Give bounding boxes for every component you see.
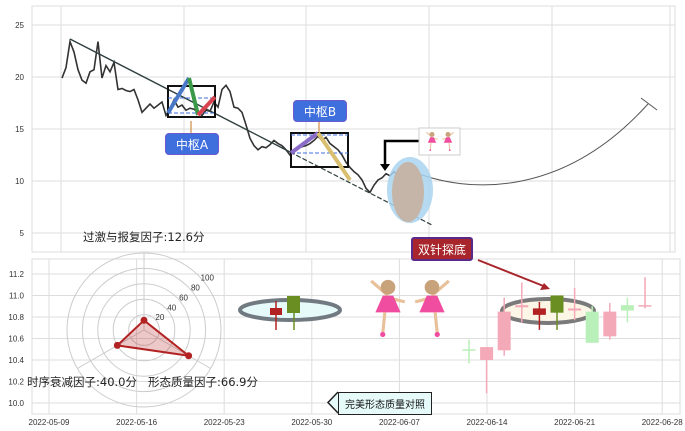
radar-ring-label: 40 (167, 303, 176, 312)
reference-candle-red-body (270, 308, 282, 315)
candle-body (568, 308, 582, 311)
candle-body (638, 305, 652, 307)
radar-label-overreaction: 过激与报复因子:12.6分 (83, 230, 205, 244)
dancer-head (429, 131, 435, 137)
dancer-dress (443, 137, 453, 143)
pivot-b-stroke-down (316, 131, 352, 182)
candle-body (603, 311, 617, 337)
pivot-a-label: 中枢A (165, 133, 219, 155)
dancer-leg (433, 312, 439, 334)
candle-body (550, 295, 564, 313)
top-y-tick-label: 20 (15, 73, 24, 82)
reference-candle-green-body (287, 296, 300, 313)
bottom-panel-frame (31, 258, 681, 415)
ballerina-left (370, 279, 406, 338)
radar-axis (77, 329, 145, 369)
dancer-shoe (429, 149, 432, 152)
candle-body (620, 305, 634, 311)
candle-body (480, 347, 494, 360)
dancer-leg (448, 142, 451, 150)
top-y-tick-label: 15 (15, 125, 24, 134)
pointer-arrowhead (380, 164, 390, 171)
compare-button-label: 完美形态质量对照 (345, 400, 425, 411)
radar-vertex (113, 341, 121, 349)
dancer-leg (429, 142, 432, 150)
bottom-x-tick-label: 2022-06-07 (379, 418, 420, 427)
bottom-y-tick-label: 10.6 (8, 335, 24, 344)
top-y-tick-label: 10 (15, 177, 24, 186)
bottom-x-tick-label: 2022-05-09 (29, 418, 70, 427)
radar-label-time-decay: 时序衰减因子:40.0分 (27, 375, 137, 389)
ballerina-right (414, 279, 450, 338)
radar-label-shape-quality: 形态质量因子:66.9分 (148, 375, 258, 389)
dancer-thumbnail-box (418, 127, 461, 156)
radar-ring-label: 80 (191, 284, 200, 293)
highlight-ellipse-inner (392, 162, 424, 222)
dancer-thumb-right (442, 131, 454, 152)
bottom-y-tick-label: 10.2 (8, 378, 24, 387)
bottom-x-tick-label: 2022-06-28 (642, 418, 683, 427)
radar-ring-label: 100 (201, 274, 215, 283)
radar-axis (143, 329, 211, 369)
radar-vertex (185, 352, 193, 360)
pattern-ellipse (500, 297, 596, 325)
candle-body (532, 308, 546, 315)
pattern-pointer-arrowhead (540, 283, 550, 290)
dancer-dress (375, 295, 401, 313)
pivot-b-stroke-up (289, 131, 320, 155)
compare-button-arrow-icon (326, 391, 339, 414)
pattern-pointer-arrow (477, 259, 547, 288)
dancer-thumb-left (426, 131, 438, 152)
bottom-x-tick-label: 2022-06-21 (554, 418, 595, 427)
candle-body (585, 311, 599, 343)
bottom-x-tick-label: 2022-06-14 (467, 418, 508, 427)
pivot-a-stroke-up2 (196, 95, 217, 117)
projection-end-tick (640, 97, 658, 111)
pivot-a-stroke-down (187, 77, 200, 116)
bottom-y-tick-label: 10.8 (8, 313, 24, 322)
dancer-head (445, 131, 451, 137)
bottom-y-tick-label: 11.2 (9, 270, 25, 279)
bottom-x-tick-label: 2022-05-16 (116, 418, 157, 427)
radar-vertex (140, 316, 148, 324)
pivot-a-stroke-up (166, 76, 191, 115)
price-line (61, 38, 411, 194)
candle-body (515, 305, 529, 308)
candle-body (497, 311, 511, 351)
candle-body (462, 349, 476, 351)
bottom-y-tick-label: 10.4 (8, 356, 24, 365)
projection-arc (408, 103, 649, 186)
bottom-y-tick-label: 10.0 (8, 399, 24, 408)
top-y-tick-label: 5 (20, 229, 25, 238)
dancer-shoe (448, 149, 451, 152)
pivot-b-label: 中枢B (293, 100, 347, 122)
radar-polygon (115, 318, 193, 358)
radar-ring-label: 60 (179, 293, 188, 302)
bottom-x-tick-label: 2022-05-23 (204, 418, 245, 427)
double-needle-bottom-label: 双针探底 (411, 237, 473, 261)
radar-ring-label: 20 (155, 313, 164, 322)
bottom-x-tick-label: 2022-05-30 (291, 418, 332, 427)
dancer-dress (427, 137, 437, 143)
dancer-head (424, 279, 440, 295)
pointer-arrow (383, 139, 419, 166)
bottom-y-tick-label: 11.0 (9, 292, 25, 301)
dancer-shoe (380, 331, 386, 338)
dancer-shoe (434, 331, 440, 338)
compare-perfect-shape-button[interactable]: 完美形态质量对照 (338, 392, 432, 415)
dancer-dress (419, 295, 445, 313)
dancer-leg (381, 312, 387, 334)
top-y-tick-label: 25 (15, 21, 24, 30)
dancer-head (380, 279, 396, 295)
